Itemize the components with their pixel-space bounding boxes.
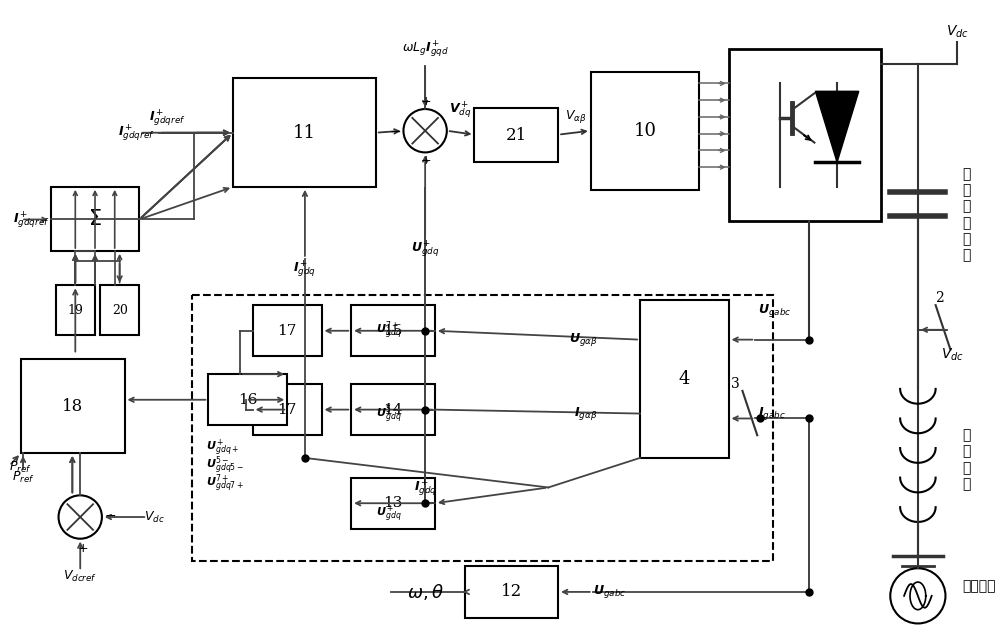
Bar <box>253 384 322 435</box>
Bar <box>591 71 699 190</box>
Text: 4: 4 <box>679 370 690 388</box>
Text: $+$: $+$ <box>77 542 88 555</box>
Text: 交流电网: 交流电网 <box>962 579 996 593</box>
Text: 13: 13 <box>383 496 403 510</box>
Text: $\boldsymbol{I}^+_{gdq}$: $\boldsymbol{I}^+_{gdq}$ <box>414 477 437 498</box>
Bar <box>253 305 322 357</box>
Text: $-$: $-$ <box>389 124 402 138</box>
Bar <box>192 295 773 562</box>
Text: $\Sigma$: $\Sigma$ <box>88 209 102 229</box>
Bar <box>640 300 729 458</box>
Text: $\boldsymbol{U}_{gabc}$: $\boldsymbol{U}_{gabc}$ <box>593 584 626 601</box>
Text: 16: 16 <box>238 392 258 407</box>
Text: $\boldsymbol{I}^+_{gdq}$: $\boldsymbol{I}^+_{gdq}$ <box>293 258 316 279</box>
Text: $-$: $-$ <box>104 508 116 522</box>
Circle shape <box>59 495 102 539</box>
Text: $\omega, \theta$: $\omega, \theta$ <box>407 582 444 602</box>
Bar <box>351 305 435 357</box>
Bar <box>21 359 125 453</box>
Text: 2: 2 <box>935 292 944 305</box>
Bar <box>465 566 558 618</box>
Bar <box>474 108 558 162</box>
Text: 19: 19 <box>67 304 83 317</box>
Text: $V_{dcref}$: $V_{dcref}$ <box>63 569 97 584</box>
Text: $V_{dc}$: $V_{dc}$ <box>941 346 964 363</box>
Text: 12: 12 <box>501 584 522 601</box>
Polygon shape <box>815 91 859 162</box>
Text: 3: 3 <box>731 377 740 391</box>
Text: 10: 10 <box>633 122 656 139</box>
Bar <box>56 285 95 334</box>
Text: $\boldsymbol{U}_{g\alpha\beta}$: $\boldsymbol{U}_{g\alpha\beta}$ <box>569 331 598 348</box>
Text: $\omega L_g\boldsymbol{I}^+_{gqd}$: $\omega L_g\boldsymbol{I}^+_{gqd}$ <box>402 38 449 59</box>
Text: $\boldsymbol{I}_{gabc}$: $\boldsymbol{I}_{gabc}$ <box>758 405 786 422</box>
Bar <box>100 285 139 334</box>
Text: 21: 21 <box>506 127 527 144</box>
Text: $P_{ref}$: $P_{ref}$ <box>9 460 32 475</box>
Bar <box>51 187 139 251</box>
Text: 20: 20 <box>112 304 128 317</box>
Text: $\boldsymbol{U}^{7+}_{gdq7+}$: $\boldsymbol{U}^{7+}_{gdq7+}$ <box>206 473 244 495</box>
Circle shape <box>403 109 447 153</box>
Text: $\boldsymbol{V}^+_{dq}$: $\boldsymbol{V}^+_{dq}$ <box>449 100 472 121</box>
Text: $\boldsymbol{U}^{5-}_{gdq}$: $\boldsymbol{U}^{5-}_{gdq}$ <box>376 403 402 426</box>
Circle shape <box>890 569 945 623</box>
Text: $\boldsymbol{U}^{7+}_{gdq}$: $\boldsymbol{U}^{7+}_{gdq}$ <box>376 320 402 342</box>
Bar <box>208 374 287 425</box>
Text: 17: 17 <box>277 403 297 416</box>
Text: 14: 14 <box>383 403 403 416</box>
Text: $\boldsymbol{U}^+_{gdq}$: $\boldsymbol{U}^+_{gdq}$ <box>376 503 402 524</box>
Bar <box>233 78 376 187</box>
Bar <box>351 384 435 435</box>
Text: $\boldsymbol{U}_{gabc}$: $\boldsymbol{U}_{gabc}$ <box>758 302 792 319</box>
Text: $+$: $+$ <box>420 95 431 108</box>
Text: $\boldsymbol{I}^+_{gdqref}$: $\boldsymbol{I}^+_{gdqref}$ <box>149 107 186 128</box>
Text: 15: 15 <box>383 324 403 338</box>
Text: $P_{ref}$: $P_{ref}$ <box>12 470 34 485</box>
Bar <box>351 478 435 529</box>
Text: $V_{dc}$: $V_{dc}$ <box>946 24 969 40</box>
Text: $\boldsymbol{I}^+_{gdqref}$: $\boldsymbol{I}^+_{gdqref}$ <box>118 122 154 143</box>
Text: $\boldsymbol{I}^+_{gdqref}$: $\boldsymbol{I}^+_{gdqref}$ <box>13 209 50 230</box>
Text: 进
线
电
感: 进 线 电 感 <box>962 428 971 491</box>
Text: $\boldsymbol{I}_{g\alpha\beta}$: $\boldsymbol{I}_{g\alpha\beta}$ <box>574 405 598 422</box>
Text: $\boldsymbol{U}^{5-}_{gdq5-}$: $\boldsymbol{U}^{5-}_{gdq5-}$ <box>206 455 244 477</box>
Text: 11: 11 <box>293 124 316 142</box>
Text: $+$: $+$ <box>420 154 431 167</box>
Text: 直
流
母
线
电
容: 直 流 母 线 电 容 <box>962 167 971 262</box>
Text: $V_{dc}$: $V_{dc}$ <box>144 509 165 524</box>
Text: 18: 18 <box>62 398 83 415</box>
Text: 17: 17 <box>277 324 297 338</box>
Text: $\boldsymbol{U}^+_{gdq+}$: $\boldsymbol{U}^+_{gdq+}$ <box>206 437 239 459</box>
Bar <box>729 49 881 221</box>
Text: $V_{\alpha\beta}$: $V_{\alpha\beta}$ <box>565 109 587 126</box>
Text: $\boldsymbol{U}^+_{gdq}$: $\boldsymbol{U}^+_{gdq}$ <box>411 239 439 259</box>
